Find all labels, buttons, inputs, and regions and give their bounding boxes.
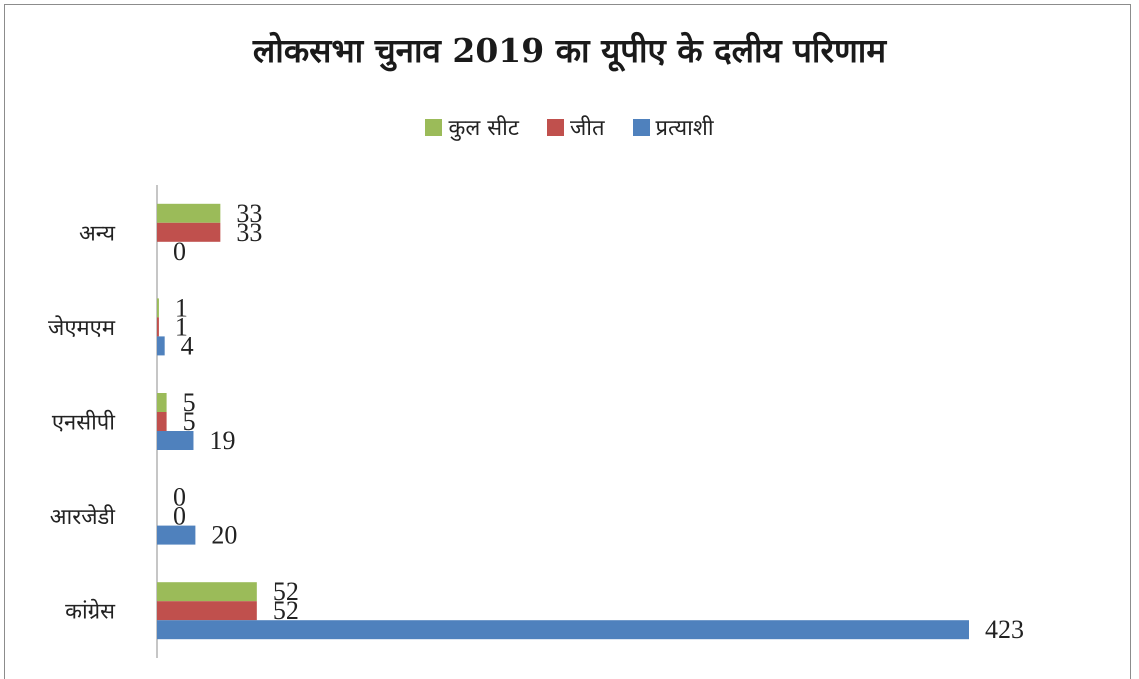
legend-label-won: जीत (569, 116, 605, 141)
legend-label-candidates: प्रत्याशी (655, 116, 714, 141)
data-label: 0 (173, 237, 186, 266)
data-label: 19 (209, 426, 235, 455)
legend-item-won: जीत (546, 112, 605, 142)
category-label: कांग्रेस (65, 599, 116, 625)
bar (157, 393, 167, 412)
data-label: 423 (985, 615, 1024, 644)
data-label: 52 (273, 577, 299, 606)
category-label: एनसीपी (52, 410, 115, 436)
bar (157, 601, 257, 621)
bar (157, 336, 165, 356)
legend-item-candidates: प्रत्याशी (632, 112, 714, 142)
data-label: 1 (175, 312, 188, 341)
chart-legend: कुल सीट जीत प्रत्याशी (0, 112, 1139, 142)
data-label: 1 (175, 293, 188, 322)
bar (157, 431, 194, 450)
bar (157, 317, 159, 337)
legend-label-total-seats: कुल सीट (448, 116, 519, 141)
data-label: 0 (173, 483, 186, 512)
category-label: आरजेडी (50, 504, 116, 530)
data-label: 0 (173, 502, 186, 531)
bar (157, 412, 167, 431)
data-label: 5 (183, 388, 196, 417)
legend-swatch-candidates (632, 118, 650, 136)
data-label: 4 (181, 331, 194, 360)
data-label: 20 (211, 521, 237, 550)
legend-item-total-seats: कुल सीट (425, 112, 519, 142)
bar (157, 203, 221, 223)
bar (157, 620, 969, 640)
category-label: अन्य (79, 221, 116, 246)
bar (157, 222, 221, 242)
chart-frame (4, 4, 1131, 679)
legend-swatch-total-seats (425, 118, 443, 136)
chart-title: लोकसभा चुनाव 2019 का यूपीए के दलीय परिणा… (252, 31, 887, 70)
data-label: 5 (183, 407, 196, 436)
data-label: 33 (236, 199, 262, 228)
data-label: 33 (236, 218, 262, 247)
category-label: जेएमएम (48, 315, 116, 341)
legend-swatch-won (546, 118, 564, 136)
bar (157, 582, 257, 602)
bar (157, 525, 196, 545)
bar (157, 298, 159, 318)
